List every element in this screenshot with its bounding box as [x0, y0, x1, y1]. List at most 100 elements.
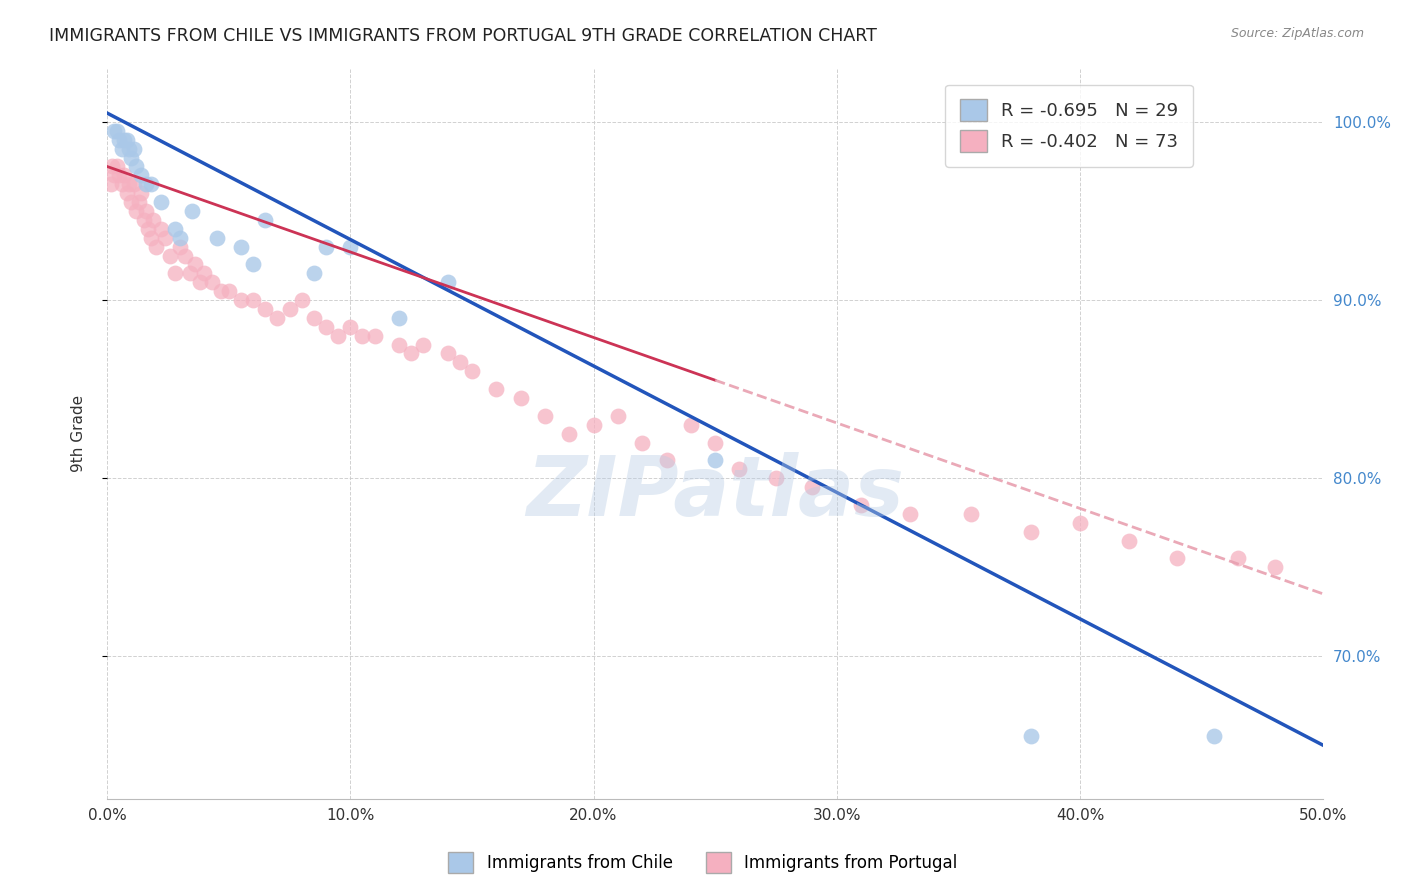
Point — [181, 204, 204, 219]
Point — [242, 257, 264, 271]
Point — [534, 409, 557, 423]
Point — [1264, 560, 1286, 574]
Point — [159, 248, 181, 262]
Point — [229, 293, 252, 307]
Point — [129, 169, 152, 183]
Point — [412, 337, 434, 351]
Point — [436, 275, 458, 289]
Point — [449, 355, 471, 369]
Point — [135, 204, 157, 219]
Point — [352, 328, 374, 343]
Point — [165, 266, 187, 280]
Point — [120, 195, 142, 210]
Point — [139, 231, 162, 245]
Point — [128, 195, 150, 210]
Point — [169, 231, 191, 245]
Point — [1202, 730, 1225, 744]
Legend: R = -0.695   N = 29, R = -0.402   N = 73: R = -0.695 N = 29, R = -0.402 N = 73 — [945, 85, 1192, 167]
Point — [111, 142, 134, 156]
Point — [165, 222, 187, 236]
Point — [436, 346, 458, 360]
Point — [118, 142, 141, 156]
Point — [278, 301, 301, 316]
Point — [302, 310, 325, 325]
Point — [142, 213, 165, 227]
Point — [139, 178, 162, 192]
Point — [138, 222, 160, 236]
Point — [898, 507, 921, 521]
Y-axis label: 9th Grade: 9th Grade — [72, 395, 86, 472]
Point — [339, 319, 361, 334]
Point — [655, 453, 678, 467]
Point — [631, 435, 654, 450]
Point — [111, 178, 134, 192]
Point — [149, 195, 172, 210]
Point — [229, 239, 252, 253]
Point — [193, 266, 215, 280]
Point — [100, 178, 122, 192]
Point — [959, 507, 981, 521]
Point — [1021, 730, 1043, 744]
Point — [105, 124, 128, 138]
Point — [122, 178, 145, 192]
Point — [108, 169, 131, 183]
Point — [125, 160, 148, 174]
Point — [704, 453, 727, 467]
Point — [704, 435, 727, 450]
Point — [122, 142, 145, 156]
Point — [328, 328, 350, 343]
Point — [266, 310, 288, 325]
Point — [103, 124, 125, 138]
Point — [558, 426, 581, 441]
Point — [679, 417, 702, 432]
Point — [728, 462, 751, 476]
Point — [1227, 551, 1250, 566]
Point — [101, 160, 124, 174]
Text: ZIPatlas: ZIPatlas — [526, 451, 904, 533]
Point — [302, 266, 325, 280]
Point — [1166, 551, 1188, 566]
Point — [765, 471, 787, 485]
Point — [485, 382, 508, 396]
Point — [118, 178, 141, 192]
Point — [112, 169, 135, 183]
Point — [132, 213, 155, 227]
Point — [254, 213, 277, 227]
Point — [582, 417, 605, 432]
Text: Source: ZipAtlas.com: Source: ZipAtlas.com — [1230, 27, 1364, 40]
Point — [254, 301, 277, 316]
Point — [461, 364, 484, 378]
Point — [218, 284, 240, 298]
Point — [112, 133, 135, 147]
Point — [201, 275, 224, 289]
Point — [135, 178, 157, 192]
Point — [339, 239, 361, 253]
Point — [125, 204, 148, 219]
Point — [108, 133, 131, 147]
Point — [388, 310, 411, 325]
Point — [291, 293, 314, 307]
Point — [388, 337, 411, 351]
Point — [315, 239, 337, 253]
Point — [179, 266, 201, 280]
Point — [1118, 533, 1140, 548]
Point — [801, 480, 824, 494]
Point — [115, 186, 138, 201]
Point — [183, 257, 205, 271]
Point — [103, 169, 125, 183]
Point — [149, 222, 172, 236]
Text: IMMIGRANTS FROM CHILE VS IMMIGRANTS FROM PORTUGAL 9TH GRADE CORRELATION CHART: IMMIGRANTS FROM CHILE VS IMMIGRANTS FROM… — [49, 27, 877, 45]
Point — [509, 391, 531, 405]
Point — [209, 284, 232, 298]
Point — [174, 248, 197, 262]
Point — [115, 133, 138, 147]
Point — [188, 275, 211, 289]
Point — [169, 239, 191, 253]
Point — [606, 409, 628, 423]
Point — [205, 231, 228, 245]
Point — [155, 231, 177, 245]
Point — [1021, 524, 1043, 539]
Point — [399, 346, 422, 360]
Point — [363, 328, 385, 343]
Point — [145, 239, 167, 253]
